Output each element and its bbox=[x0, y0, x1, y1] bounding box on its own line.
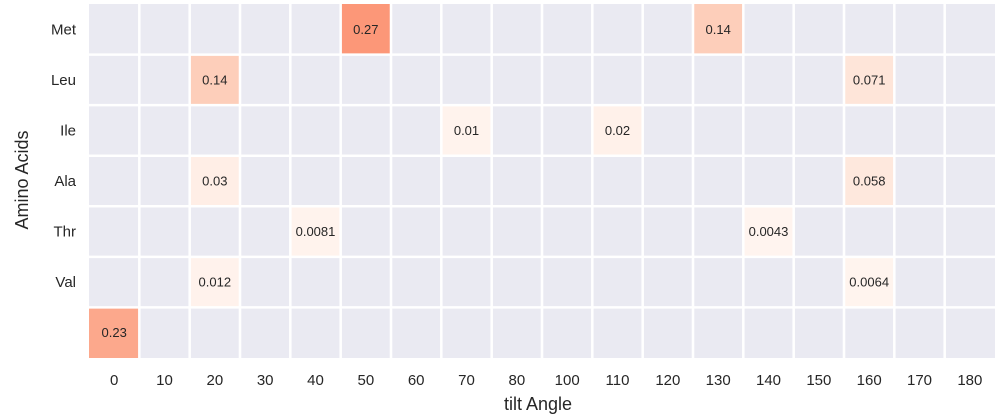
cell-value-label: 0.071 bbox=[853, 72, 886, 87]
x-tick-label: 70 bbox=[458, 372, 475, 389]
grid-lines bbox=[89, 4, 995, 358]
y-tick-label: Leu bbox=[51, 72, 76, 89]
heatmap-cell bbox=[290, 206, 341, 257]
cell-value-label: 0.0081 bbox=[296, 224, 336, 239]
cell-value-label: 0.01 bbox=[454, 123, 479, 138]
x-tick-label: 120 bbox=[655, 372, 680, 389]
cell-value-label: 0.058 bbox=[853, 174, 886, 189]
y-tick-label: Val bbox=[55, 274, 76, 291]
heatmap-cell bbox=[844, 54, 895, 106]
x-tick-label: 140 bbox=[756, 372, 781, 389]
x-tick-label: 40 bbox=[307, 372, 324, 389]
heatmap-cell bbox=[693, 4, 744, 55]
heatmap-cell bbox=[592, 105, 643, 156]
cell-value-label: 0.14 bbox=[202, 72, 227, 87]
heatmap-cell bbox=[189, 256, 240, 308]
cell-value-label: 0.012 bbox=[199, 275, 232, 290]
y-tick-label: Ala bbox=[54, 173, 76, 190]
y-axis-label: Amino Acids bbox=[12, 130, 32, 229]
x-tick-label: 170 bbox=[907, 372, 932, 389]
x-tick-labels: 0 10 20 30 40 50 60 70 80 100 110 120 130 140 150 160 17… bbox=[110, 372, 982, 389]
x-tick-label: 110 bbox=[606, 372, 630, 389]
cell-value-label: 0.27 bbox=[353, 22, 378, 37]
heatmap-cell bbox=[743, 206, 794, 257]
cell-value-label: 0.14 bbox=[706, 22, 731, 37]
x-tick-label: 150 bbox=[806, 372, 831, 389]
cell-value-label: 0.03 bbox=[202, 174, 227, 189]
x-tick-label: 130 bbox=[706, 372, 731, 389]
y-tick-labels: Met Leu Ile Ala Thr Val bbox=[51, 21, 77, 291]
x-tick-label: 60 bbox=[408, 372, 425, 389]
cell-value-label: 0.23 bbox=[102, 325, 127, 340]
x-tick-label: 10 bbox=[156, 372, 173, 389]
x-tick-label: 100 bbox=[555, 372, 580, 389]
x-axis-label: tilt Angle bbox=[504, 394, 572, 414]
x-tick-label: 0 bbox=[110, 372, 118, 389]
x-tick-label: 30 bbox=[257, 372, 274, 389]
heatmap-cells: 0.27 0.14 0.14 0.071 0.01 0.02 0.03 0.058 0.0081… bbox=[89, 4, 995, 358]
x-tick-label: 180 bbox=[957, 372, 982, 389]
y-tick-label: Ile bbox=[60, 122, 76, 139]
x-tick-label: 80 bbox=[508, 372, 525, 389]
heatmap-cell bbox=[89, 307, 140, 358]
y-tick-label: Thr bbox=[54, 224, 77, 241]
heatmap-cell bbox=[189, 155, 240, 207]
cell-value-label: 0.0043 bbox=[749, 224, 789, 239]
x-tick-label: 160 bbox=[857, 372, 882, 389]
cell-value-label: 0.02 bbox=[605, 123, 630, 138]
heatmap-cell bbox=[340, 4, 391, 55]
heatmap-cell bbox=[441, 105, 492, 156]
heatmap-cell bbox=[844, 155, 895, 207]
x-tick-label: 20 bbox=[206, 372, 223, 389]
heatmap-cell bbox=[844, 256, 895, 308]
heatmap-cell bbox=[189, 54, 240, 106]
x-tick-label: 50 bbox=[357, 372, 374, 389]
y-tick-label: Met bbox=[51, 21, 77, 38]
cell-value-label: 0.0064 bbox=[849, 275, 889, 290]
